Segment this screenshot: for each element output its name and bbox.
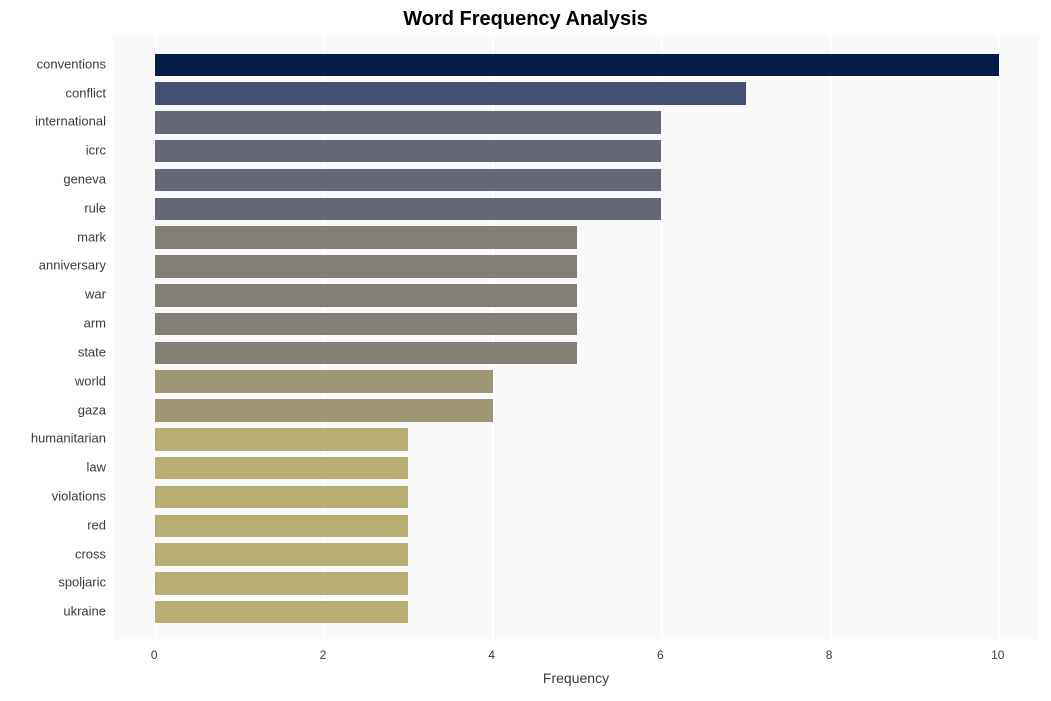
bar — [155, 515, 408, 537]
bar — [155, 255, 577, 277]
bar — [155, 601, 408, 623]
x-tick-label: 2 — [320, 648, 327, 662]
y-tick-label: conflict — [66, 85, 106, 100]
bar — [155, 370, 492, 392]
y-tick-label: war — [85, 287, 106, 302]
bar — [155, 342, 577, 364]
y-tick-label: law — [86, 460, 106, 475]
chart-container: Word Frequency Analysis Frequency conven… — [0, 0, 1051, 701]
bar — [155, 457, 408, 479]
bar — [155, 54, 999, 76]
x-tick-label: 6 — [657, 648, 664, 662]
y-tick-label: arm — [84, 316, 106, 331]
bar — [155, 82, 746, 104]
bar — [155, 486, 408, 508]
x-tick-label: 4 — [488, 648, 495, 662]
plot-area — [112, 35, 1040, 640]
y-tick-label: geneva — [63, 172, 106, 187]
y-tick-label: cross — [75, 546, 106, 561]
y-tick-label: anniversary — [39, 258, 106, 273]
bar — [155, 399, 492, 421]
x-tick-label: 0 — [151, 648, 158, 662]
y-tick-label: conventions — [37, 56, 106, 71]
bar — [155, 313, 577, 335]
y-tick-label: spoljaric — [58, 575, 106, 590]
y-tick-label: rule — [84, 200, 106, 215]
y-tick-label: state — [78, 344, 106, 359]
bar — [155, 111, 661, 133]
grid-line — [830, 36, 832, 639]
bar — [155, 284, 577, 306]
bar — [155, 198, 661, 220]
x-axis-label: Frequency — [112, 670, 1040, 686]
chart-title: Word Frequency Analysis — [0, 8, 1051, 31]
y-tick-label: humanitarian — [31, 431, 106, 446]
y-tick-label: icrc — [86, 143, 106, 158]
bar — [155, 169, 661, 191]
y-tick-label: gaza — [78, 402, 106, 417]
y-tick-label: ukraine — [63, 604, 106, 619]
bar — [155, 226, 577, 248]
y-tick-label: violations — [52, 488, 106, 503]
bar — [155, 428, 408, 450]
bar — [155, 140, 661, 162]
y-tick-label: red — [87, 517, 106, 532]
y-tick-label: international — [35, 114, 106, 129]
y-tick-label: mark — [77, 229, 106, 244]
x-tick-label: 8 — [826, 648, 833, 662]
grid-line — [998, 36, 1000, 639]
bar — [155, 572, 408, 594]
bar — [155, 543, 408, 565]
y-tick-label: world — [75, 373, 106, 388]
x-tick-label: 10 — [991, 648, 1004, 662]
